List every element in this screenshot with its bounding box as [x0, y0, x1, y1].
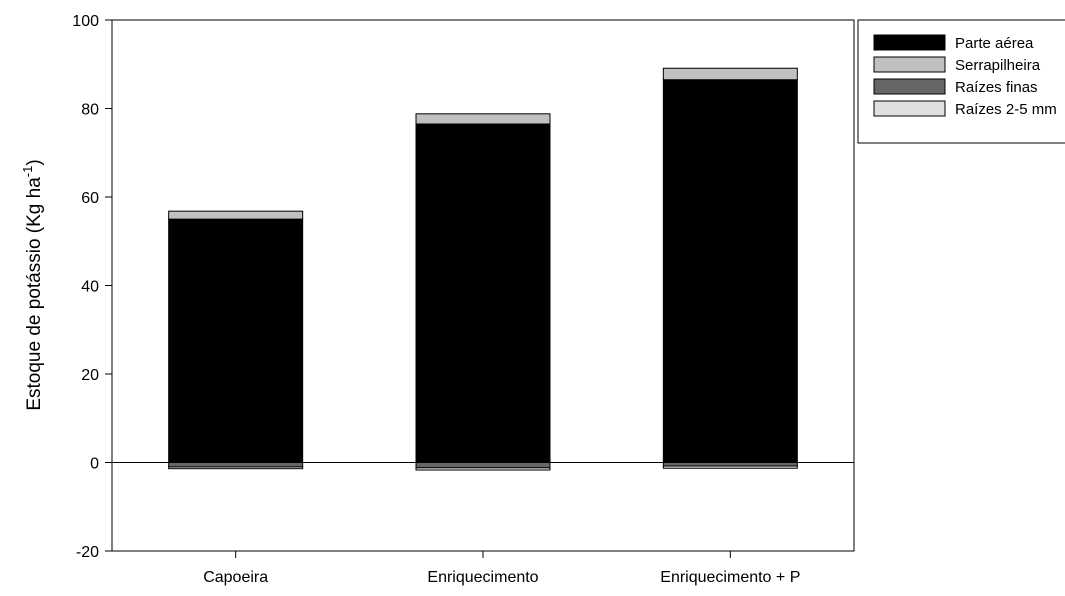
bar-serrapilheira-capoeira: [168, 210, 304, 220]
legend-label-raizes-finas: Raízes finas: [955, 79, 1038, 96]
y-tick-label: 20: [81, 367, 99, 384]
y-tick-label: 100: [72, 13, 99, 30]
y-axis-title: Estoque de potássio (Kg ha-1): [20, 159, 45, 410]
bars-layer: [168, 67, 798, 471]
bar-raizes-2-5-mm-capoeira: [168, 466, 304, 470]
x-tick-label-capoeira: Capoeira: [203, 569, 268, 586]
y-axis-ticks: -20 0 20 40 60 80 100: [72, 13, 112, 561]
y-tick-label: -20: [76, 544, 99, 561]
bar-raizes-finas-enriquecimento: [415, 462, 551, 469]
bar-raizes-2-5-mm-enriquecimento-p: [662, 465, 798, 469]
y-tick-label: 0: [90, 456, 99, 473]
y-tick-label: 60: [81, 190, 99, 207]
x-tick-label-enriquecimento: Enriquecimento: [427, 569, 538, 586]
legend-swatch-parte-aerea: [873, 34, 946, 51]
bar-raizes-2-5-mm-enriquecimento: [415, 467, 551, 471]
x-tick-label-enriquecimento-p: Enriquecimento + P: [660, 569, 800, 586]
legend-swatch-raizes-2-5-mm: [873, 100, 946, 117]
bar-raizes-finas-enriquecimento-p: [662, 462, 798, 467]
legend-swatch-serrapilheira: [873, 56, 946, 73]
legend-swatch-raizes-finas: [873, 78, 946, 95]
x-axis-ticks: Capoeira Enriquecimento Enriquecimento + P: [203, 551, 800, 586]
legend-label-parte-aerea: Parte aérea: [955, 35, 1034, 52]
bar-parte-aerea-enriquecimento: [415, 123, 551, 464]
bar-serrapilheira-enriquecimento: [415, 113, 551, 125]
bar-serrapilheira-enriquecimento-p: [662, 67, 798, 81]
y-tick-label: 40: [81, 279, 99, 296]
bar-parte-aerea-capoeira: [168, 218, 304, 463]
legend-label-serrapilheira: Serrapilheira: [955, 57, 1041, 74]
legend: Parte aérea Serrapilheira Raízes finas Raíz…: [857, 19, 1065, 144]
legend-label-raizes-2-5-mm: Raízes 2-5 mm: [955, 101, 1057, 118]
bar-parte-aerea-enriquecimento-p: [662, 79, 798, 464]
bar-raizes-finas-capoeira: [168, 462, 304, 468]
y-tick-label: 80: [81, 102, 99, 119]
